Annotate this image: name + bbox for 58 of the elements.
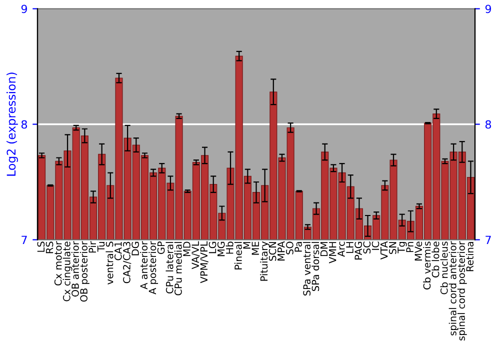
- x-tick-label: Pir: [88, 241, 96, 253]
- x-tick-label: SPa ventral: [303, 242, 311, 296]
- x-tick-label: Pineal: [234, 242, 242, 270]
- x-tick-label: OB posterior: [80, 241, 90, 302]
- x-tick-label: Cb vermis: [423, 242, 431, 290]
- y-axis-title: Log2 (expression): [6, 72, 18, 176]
- y2-tick-label: 8: [485, 120, 492, 129]
- x-tick-label: Pituitary: [260, 241, 270, 281]
- x-tick-label: LS: [37, 242, 45, 252]
- x-tick-label: Hb: [226, 242, 234, 254]
- x-tick-label: CPu lateral: [166, 242, 174, 294]
- x-tick-label: spinal cord anterior: [448, 241, 458, 336]
- x-tick-label: SC: [363, 242, 371, 254]
- x-tick-label: Tu: [97, 242, 105, 252]
- x-tick-label: A posterior: [148, 241, 158, 294]
- x-tick-label: DG: [132, 242, 139, 256]
- x-tick-label: SCN: [268, 242, 276, 261]
- x-tick-label: Cb lobe: [432, 242, 440, 278]
- y-tick-label: 9: [21, 4, 27, 14]
- x-tick-label: ventral S: [106, 242, 114, 284]
- x-tick-label: ME: [252, 242, 259, 255]
- x-tick-label: CA2/CA3: [123, 242, 132, 284]
- x-tick-label: VPM/VPL: [200, 241, 208, 284]
- x-tick-label: Tg: [398, 242, 407, 254]
- x-tick-label: MPA: [278, 241, 285, 260]
- x-tick-label: VMH: [329, 242, 336, 264]
- x-tick-label: Cx motor: [54, 241, 62, 286]
- x-tick-label: A anterior: [140, 241, 148, 290]
- x-tick-label: Pa: [294, 242, 302, 252]
- x-tick-label: CPu medial: [174, 242, 182, 296]
- y2-tick-label: 7: [486, 236, 491, 244]
- x-tick-label: spinal cord posterior: [457, 241, 467, 340]
- x-tick-label: SPa dorsal: [312, 242, 320, 291]
- x-tick-label: VA/VL: [192, 241, 200, 270]
- x-tick-label: DM: [320, 242, 328, 256]
- x-tick-label: IC: [372, 242, 380, 250]
- x-tick-label: PAG: [354, 242, 362, 260]
- x-tick-label: VTA: [380, 241, 388, 260]
- x-tick-label: MG: [217, 242, 225, 256]
- x-tick-label: MD: [183, 242, 190, 256]
- x-tick-label: OB anterior: [71, 241, 79, 297]
- x-tick-label: Pn: [406, 242, 414, 252]
- x-tick-label: RS: [46, 242, 54, 254]
- x-tick-label: CA1: [114, 242, 122, 260]
- x-tick-label: LG: [208, 242, 216, 254]
- x-tick-label: Retina: [466, 242, 474, 272]
- x-tick-label: SO: [286, 242, 294, 254]
- y2-tick-label: 9: [485, 4, 492, 14]
- y-tick-label: 8: [21, 120, 28, 129]
- x-tick-label: SN: [388, 242, 396, 254]
- x-tick-label: LH: [346, 242, 354, 253]
- x-tick-label: M: [243, 242, 250, 249]
- x-tick-label: Cx cingulate: [62, 242, 72, 302]
- x-tick-label: MVe: [414, 242, 422, 260]
- x-tick-label: GP: [157, 241, 165, 254]
- x-tick-label: Cb nucleus: [440, 242, 448, 294]
- x-tick-label: Arc: [338, 242, 345, 257]
- y-tick-label: 7: [22, 236, 27, 244]
